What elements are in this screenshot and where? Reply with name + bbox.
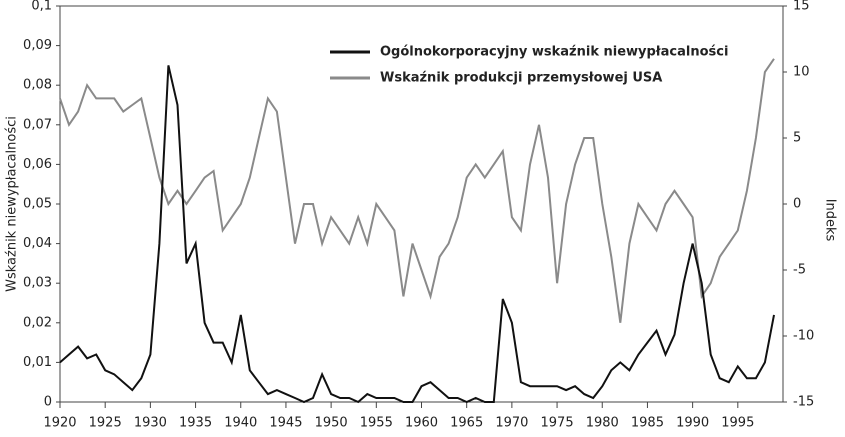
y-tick-label: 0,02 (23, 315, 52, 330)
x-tick-label: 1970 (495, 416, 528, 431)
y-tick-label: 0,1 (31, 0, 52, 14)
y2-tick-label: -10 (793, 329, 814, 344)
y-tick-label: 0,04 (23, 236, 52, 251)
x-tick-label: 1985 (631, 416, 664, 431)
y2-axis-label: Indeks (823, 199, 838, 242)
x-tick-label: 1995 (721, 416, 754, 431)
x-tick-label: 1925 (89, 416, 122, 431)
x-tick-label: 1975 (541, 416, 574, 431)
y2-tick-label: 10 (793, 65, 810, 80)
x-tick-label: 1940 (224, 416, 257, 431)
legend-label: Wskaźnik produkcji przemysłowej USA (380, 71, 662, 86)
y-tick-label: 0 (44, 395, 52, 410)
series-line (59, 58, 775, 323)
x-tick-label: 1980 (586, 416, 619, 431)
y-tick-label: 0,03 (23, 276, 52, 291)
y-tick-label: 0,01 (23, 355, 52, 370)
x-tick-label: 1935 (179, 416, 212, 431)
series-line (59, 65, 775, 404)
y-tick-label: 0,08 (23, 78, 52, 93)
x-tick-label: 1955 (360, 416, 393, 431)
x-tick-label: 1945 (269, 416, 302, 431)
y2-tick-label: -15 (793, 395, 814, 410)
y-tick-label: 0,06 (23, 157, 52, 172)
legend-label: Ogólnokorporacyjny wskaźnik niewypłacaln… (380, 45, 728, 60)
x-tick-label: 1920 (43, 416, 76, 431)
y-tick-label: 0,09 (23, 38, 52, 53)
y2-tick-label: -5 (793, 263, 806, 278)
y-tick-label: 0,07 (23, 117, 52, 132)
x-tick-label: 1930 (134, 416, 167, 431)
y2-tick-label: 5 (793, 131, 801, 146)
x-tick-label: 1965 (450, 416, 483, 431)
x-tick-label: 1990 (676, 416, 709, 431)
y-tick-label: 0,05 (23, 197, 52, 212)
y-axis-label: Wskaźnik niewypłacalności (5, 116, 20, 292)
y2-tick-label: 0 (793, 197, 801, 212)
x-tick-label: 1960 (405, 416, 438, 431)
y2-tick-label: 15 (793, 0, 810, 14)
x-tick-label: 1950 (315, 416, 348, 431)
